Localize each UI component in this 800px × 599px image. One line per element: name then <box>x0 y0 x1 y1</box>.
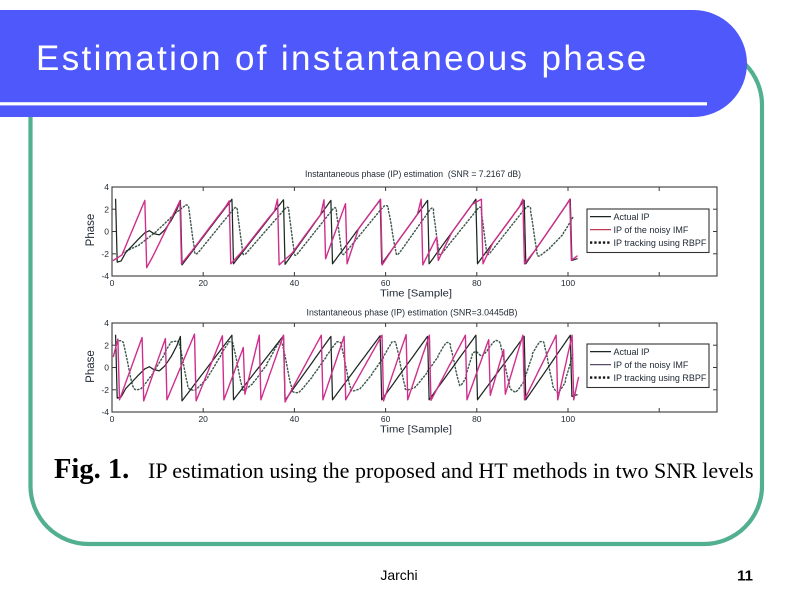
svg-text:60: 60 <box>381 414 391 424</box>
svg-text:60: 60 <box>381 278 391 288</box>
svg-text:4: 4 <box>104 182 109 192</box>
svg-text:40: 40 <box>290 278 300 288</box>
svg-text:IP estimation using the propos: IP estimation using the proposed and HT … <box>148 458 754 483</box>
svg-text:-2: -2 <box>101 249 109 259</box>
svg-text:100: 100 <box>561 414 575 424</box>
svg-text:IP tracking using RBPF: IP tracking using RBPF <box>614 373 707 383</box>
svg-text:Actual IP: Actual IP <box>614 212 650 222</box>
svg-text:4: 4 <box>104 318 109 328</box>
svg-text:0: 0 <box>110 414 115 424</box>
svg-text:Phase: Phase <box>85 214 97 247</box>
svg-text:Actual IP: Actual IP <box>614 347 650 357</box>
svg-text:IP of the noisy IMF: IP of the noisy IMF <box>614 225 689 235</box>
svg-text:Phase: Phase <box>85 350 97 383</box>
svg-text:Fig. 1.: Fig. 1. <box>54 454 129 485</box>
svg-text:80: 80 <box>472 414 482 424</box>
svg-text:2: 2 <box>104 340 109 350</box>
svg-text:0: 0 <box>110 278 115 288</box>
svg-text:40: 40 <box>290 414 300 424</box>
svg-text:Instantaneous phase (IP) estim: Instantaneous phase (IP) estimation (SNR… <box>305 169 521 179</box>
svg-text:20: 20 <box>198 278 208 288</box>
svg-text:Time [Sample]: Time [Sample] <box>380 289 452 300</box>
svg-text:Instantaneous phase (IP) estim: Instantaneous phase (IP) estimation (SNR… <box>307 308 518 318</box>
svg-text:IP of the noisy IMF: IP of the noisy IMF <box>614 360 689 370</box>
svg-text:2: 2 <box>104 204 109 214</box>
svg-text:-4: -4 <box>101 271 109 281</box>
svg-text:-2: -2 <box>101 385 109 395</box>
svg-text:20: 20 <box>198 414 208 424</box>
svg-text:Time [Sample]: Time [Sample] <box>380 425 452 436</box>
svg-text:80: 80 <box>472 278 482 288</box>
svg-text:-4: -4 <box>101 407 109 417</box>
svg-text:100: 100 <box>561 278 575 288</box>
svg-text:Estimation of instantaneous ph: Estimation of instantaneous phase <box>36 39 649 78</box>
svg-text:IP tracking using RBPF: IP tracking using RBPF <box>614 238 707 248</box>
svg-text:11: 11 <box>737 568 753 585</box>
svg-text:Jarchi: Jarchi <box>380 567 417 583</box>
svg-text:0: 0 <box>104 363 109 373</box>
svg-text:0: 0 <box>104 227 109 237</box>
